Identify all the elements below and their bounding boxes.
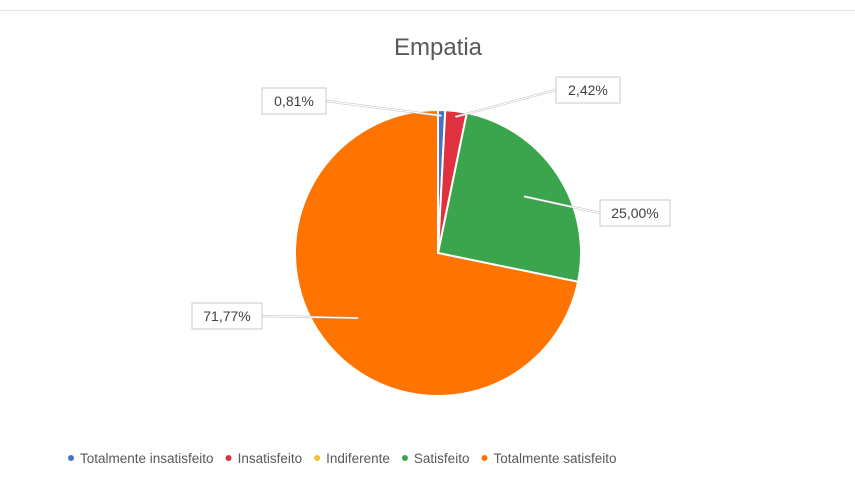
data-label: 25,00% — [611, 205, 658, 221]
data-labels: 0,81% 2,42% 25,00% 71,77% — [191, 76, 671, 330]
data-label-box — [191, 302, 263, 330]
top-divider — [0, 10, 855, 11]
legend-marker — [481, 455, 488, 461]
data-label: 0,81% — [274, 93, 314, 109]
legend-marker — [68, 455, 74, 461]
data-label-box — [555, 76, 621, 104]
legend: Totalmente insatisfeito Insatisfeito Indif… — [68, 451, 617, 466]
data-label-box — [261, 87, 327, 115]
pie-slice-totalmente-satisfeito — [294, 108, 580, 397]
pie-slice-satisfeito — [436, 111, 582, 284]
legend-item-label: Totalmente satisfeito — [493, 451, 616, 466]
pie-slices — [294, 108, 582, 397]
data-label: 71,77% — [203, 308, 250, 324]
legend-item-label: Satisfeito — [414, 451, 470, 466]
legend-item-label: Totalmente insatisfeito — [80, 451, 214, 466]
legend-item-label: Indiferente — [326, 451, 390, 466]
leader-line — [261, 315, 359, 319]
chart-title: Empatia — [394, 34, 483, 61]
legend-marker — [314, 455, 321, 461]
leader-line — [455, 89, 557, 118]
legend-marker — [401, 455, 408, 461]
leader-line — [325, 100, 442, 117]
data-label: 2,42% — [568, 82, 608, 98]
legend-marker — [225, 455, 232, 461]
legend-item-label: Insatisfeito — [238, 451, 303, 466]
leader-line — [523, 195, 601, 214]
data-label-box — [599, 199, 671, 227]
